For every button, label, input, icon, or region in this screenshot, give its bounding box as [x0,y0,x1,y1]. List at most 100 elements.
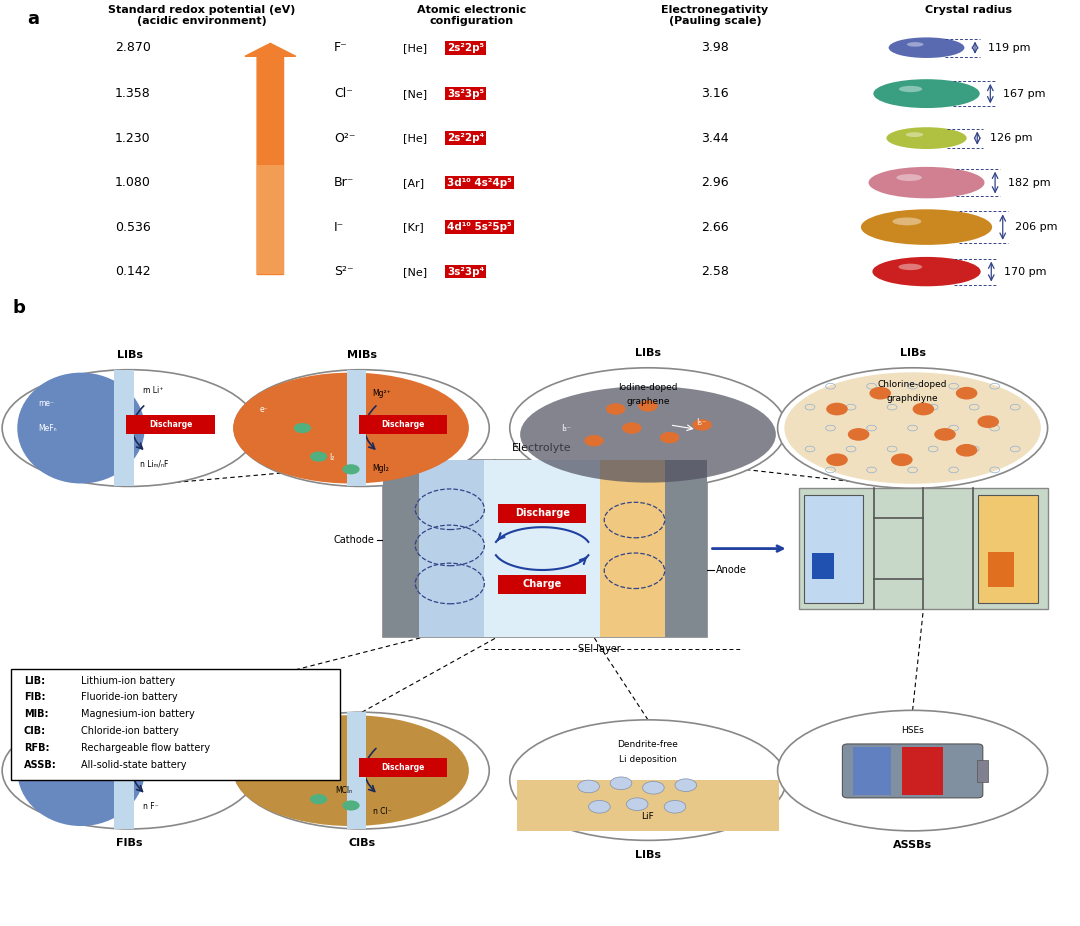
Circle shape [861,209,993,244]
Text: 2s²2p⁵: 2s²2p⁵ [447,43,484,53]
FancyBboxPatch shape [126,757,215,777]
Text: [Ne]: [Ne] [403,267,427,277]
Circle shape [610,777,632,790]
Text: n F⁻: n F⁻ [143,802,158,810]
FancyBboxPatch shape [516,780,780,832]
Text: 2.66: 2.66 [701,220,729,233]
Circle shape [869,387,891,399]
Text: 2.58: 2.58 [701,265,729,278]
Circle shape [584,435,604,446]
Circle shape [977,416,999,428]
Text: 2s²2p⁴: 2s²2p⁴ [447,133,484,144]
Circle shape [342,464,360,474]
FancyBboxPatch shape [498,575,586,594]
Text: Charge: Charge [523,579,562,589]
FancyBboxPatch shape [853,747,891,795]
Circle shape [899,264,922,270]
Text: n Cl⁻: n Cl⁻ [373,807,391,816]
FancyBboxPatch shape [126,416,215,434]
Ellipse shape [784,372,1041,483]
Text: LIBs: LIBs [900,348,926,358]
Text: [He]: [He] [403,133,427,144]
Text: Discharge: Discharge [515,508,569,518]
Text: Discharge: Discharge [381,763,424,772]
Circle shape [891,454,913,466]
Circle shape [826,403,848,416]
Text: HSEs: HSEs [901,726,924,734]
Text: 126 pm: 126 pm [990,133,1032,144]
Circle shape [956,387,977,399]
Ellipse shape [17,372,145,483]
Text: Electrolyte: Electrolyte [512,444,572,454]
Text: graphdiyne: graphdiyne [887,394,939,404]
Text: Fluoride-ion battery: Fluoride-ion battery [81,693,177,702]
Text: Crystal radius: Crystal radius [926,5,1012,15]
Circle shape [692,419,712,431]
Text: MgI₂: MgI₂ [373,464,390,473]
Text: RFB:: RFB: [24,743,50,753]
FancyBboxPatch shape [902,747,943,795]
Text: 182 pm: 182 pm [1008,178,1051,188]
Circle shape [310,452,327,462]
Text: I₂: I₂ [329,453,335,462]
Text: I⁻: I⁻ [334,220,345,233]
Text: 2.96: 2.96 [701,176,729,189]
Text: 0.536: 0.536 [114,220,150,233]
Text: me⁻: me⁻ [38,399,54,407]
Circle shape [892,218,921,225]
Text: Li deposition: Li deposition [619,756,677,764]
Text: [Ne]: [Ne] [403,89,427,98]
FancyBboxPatch shape [978,494,1038,603]
Circle shape [606,404,625,415]
Text: F⁻: F⁻ [334,41,348,55]
Ellipse shape [233,372,469,483]
Text: graphene: graphene [626,397,670,406]
Circle shape [578,780,599,793]
Text: 206 pm: 206 pm [1015,222,1058,232]
Text: Cl⁻: Cl⁻ [334,87,353,100]
Text: ne⁻: ne⁻ [267,742,281,750]
Circle shape [342,800,360,810]
Text: 3.16: 3.16 [701,87,729,100]
Text: b: b [13,299,26,318]
FancyBboxPatch shape [419,460,484,637]
Ellipse shape [778,710,1048,831]
Text: ne⁻: ne⁻ [38,742,52,750]
Ellipse shape [234,712,489,829]
Circle shape [310,795,327,804]
FancyArrow shape [245,44,296,274]
Text: 170 pm: 170 pm [1004,267,1047,277]
Text: 3.98: 3.98 [701,41,729,55]
Text: FIBs: FIBs [117,838,143,848]
Text: All-solid-state battery: All-solid-state battery [81,759,187,770]
Text: Chlorine-doped: Chlorine-doped [878,380,947,389]
Ellipse shape [233,715,469,826]
Circle shape [874,80,980,108]
Text: Iodine-doped: Iodine-doped [618,383,678,392]
Circle shape [956,444,977,457]
FancyBboxPatch shape [498,504,586,522]
Text: 4d¹⁰ 5s²5p⁵: 4d¹⁰ 5s²5p⁵ [447,222,512,232]
Text: CIB:: CIB: [24,726,45,736]
Circle shape [643,782,664,795]
Text: Magnesium-ion battery: Magnesium-ion battery [81,709,194,720]
Text: 2.870: 2.870 [114,41,151,55]
Text: [Ar]: [Ar] [403,178,423,188]
FancyBboxPatch shape [11,669,340,780]
FancyBboxPatch shape [600,460,665,637]
Text: 1.358: 1.358 [114,87,150,100]
Text: LiF: LiF [642,812,654,821]
Text: Discharge: Discharge [381,420,424,430]
Circle shape [873,257,981,286]
FancyBboxPatch shape [804,494,863,603]
Text: ASSBs: ASSBs [893,841,932,850]
Text: MeFₙ: MeFₙ [38,424,56,433]
Text: Discharge: Discharge [149,420,192,430]
FancyBboxPatch shape [114,369,134,486]
Text: Atomic electronic
configuration: Atomic electronic configuration [417,5,526,26]
FancyBboxPatch shape [383,460,419,637]
Text: Discharge: Discharge [149,763,192,772]
Text: 119 pm: 119 pm [988,43,1030,53]
Text: Bromine-based RFBs: Bromine-based RFBs [877,445,970,455]
Circle shape [913,403,934,416]
